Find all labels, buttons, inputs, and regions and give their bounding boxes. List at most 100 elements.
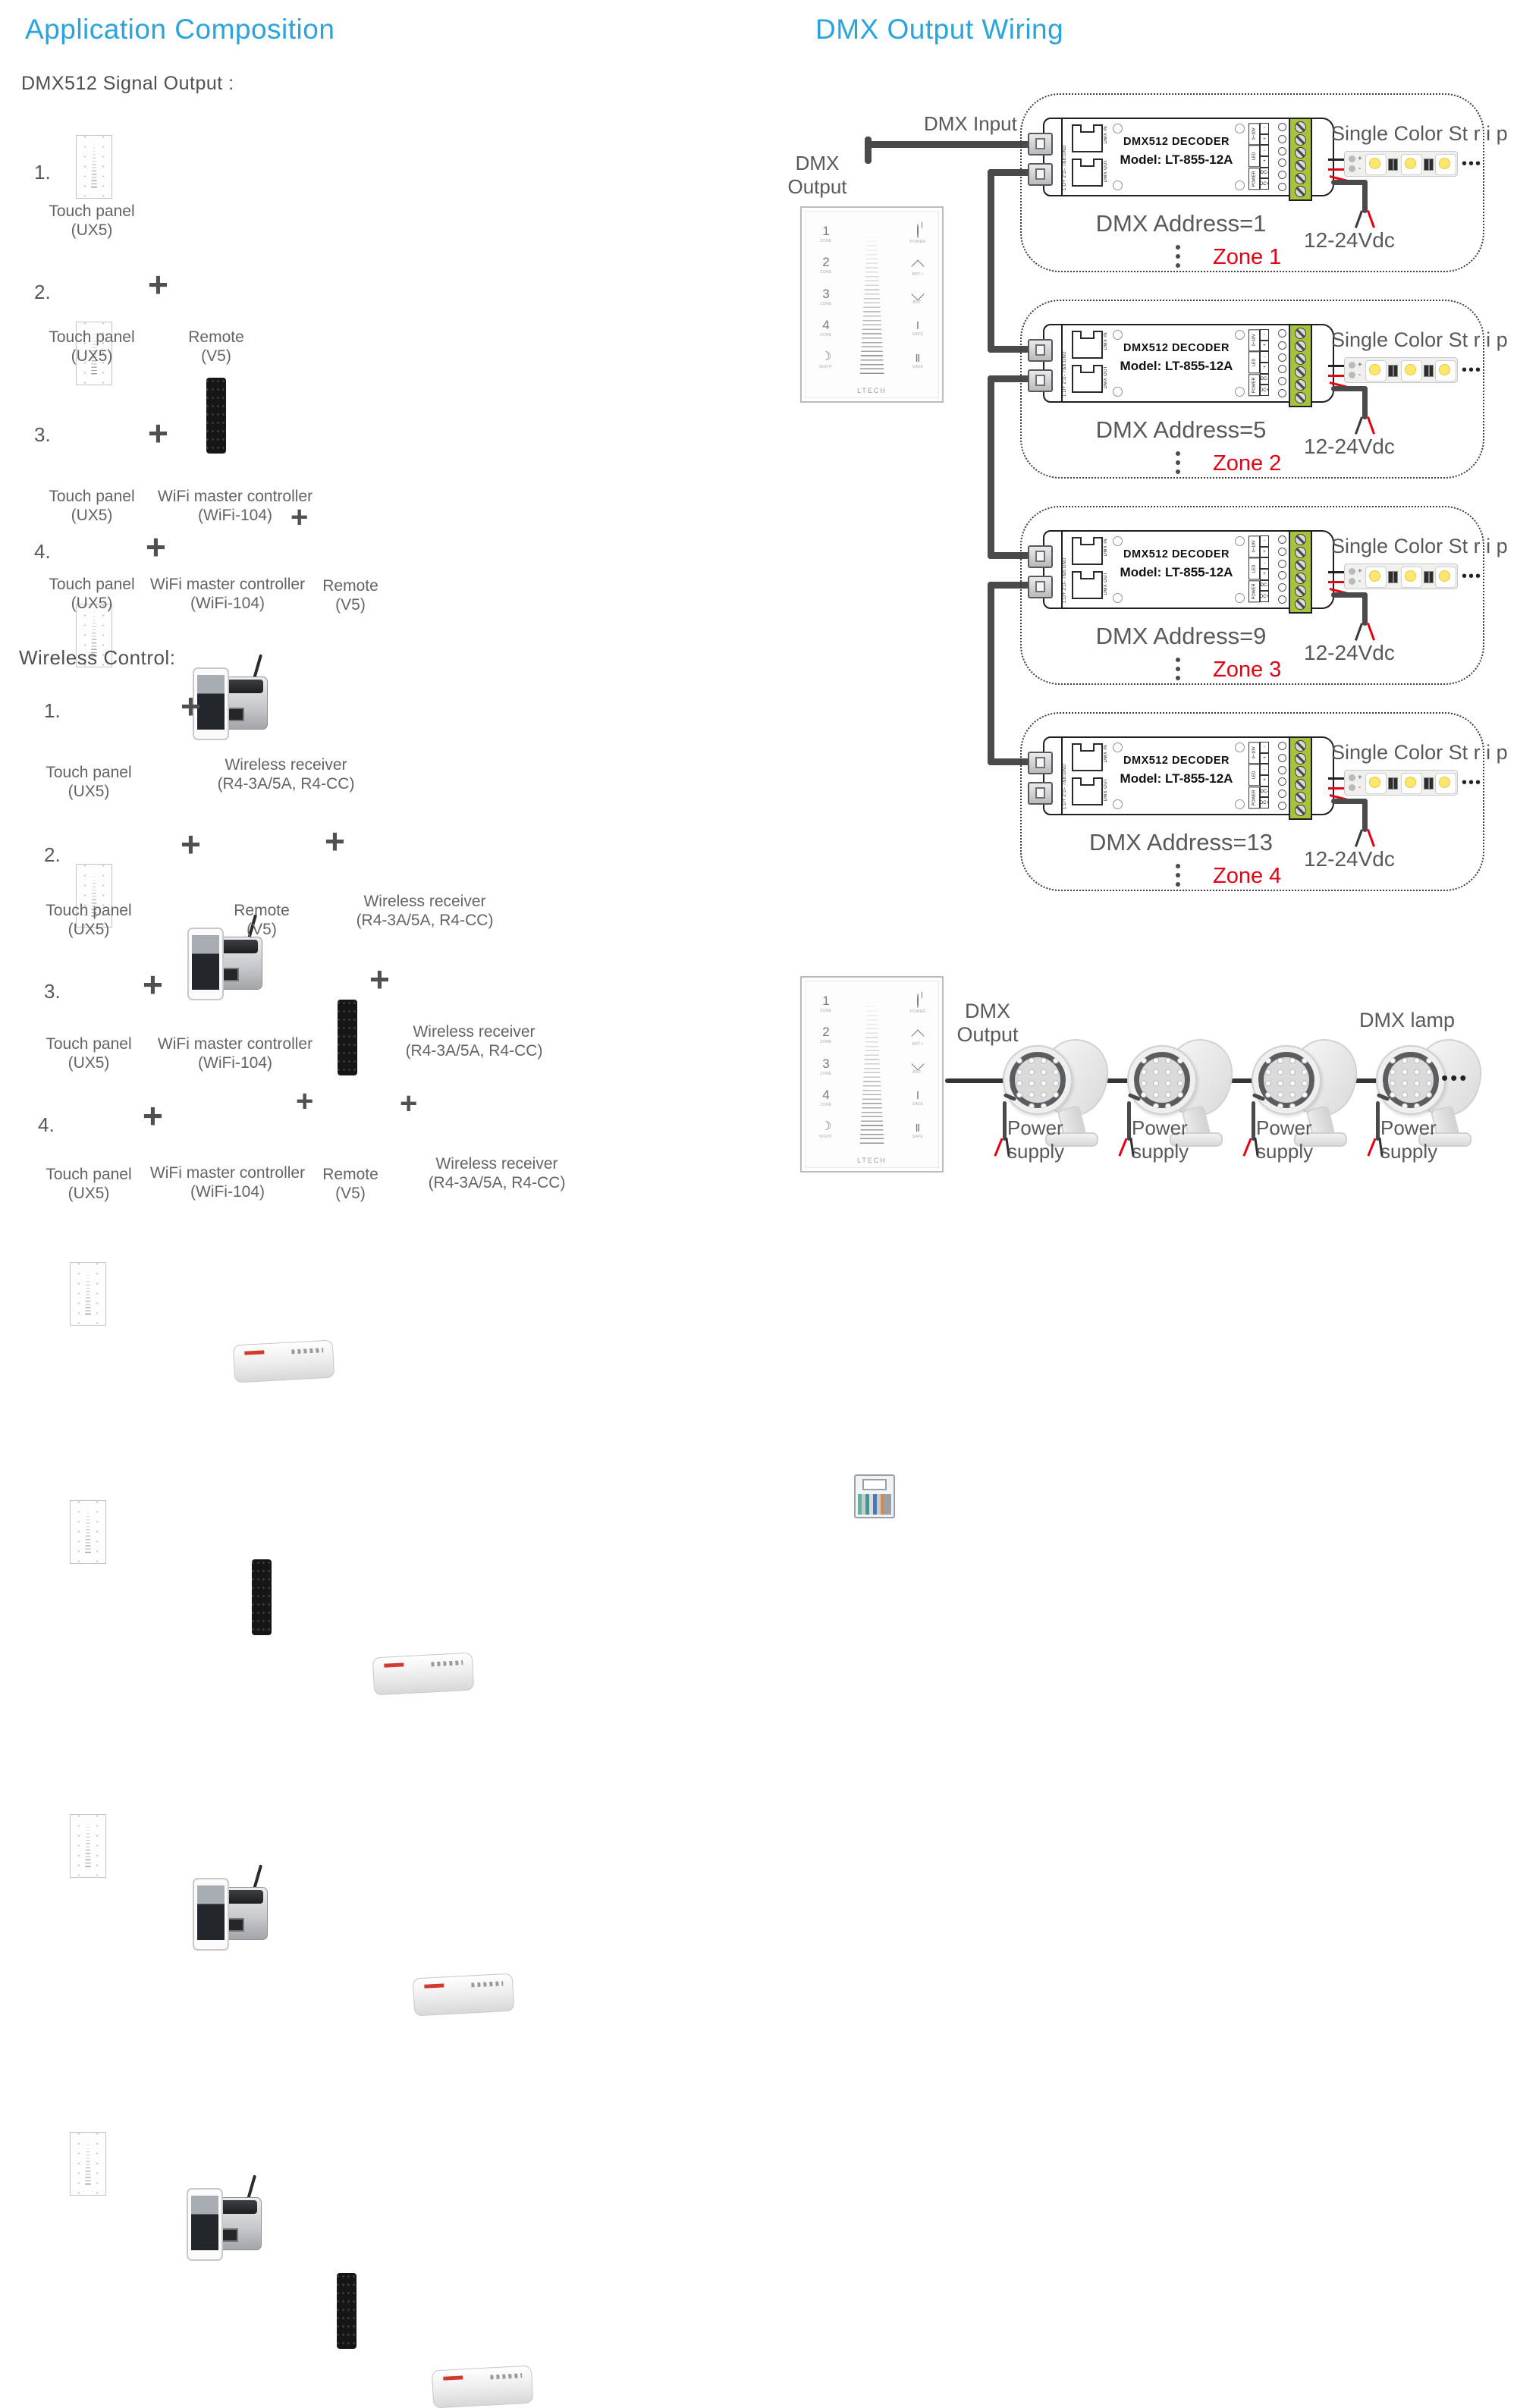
right-title: DMX Output Wiring (815, 14, 1064, 45)
led-chip (1365, 360, 1387, 381)
wifi-controller-label: WiFi master controller (WiFi-104) (137, 1163, 319, 1201)
t-cell: - (1260, 123, 1269, 134)
lamp-base (1294, 1132, 1347, 1147)
touch-panel-icon (76, 864, 112, 928)
label-line1: DMX (965, 1000, 1010, 1022)
power-cable (1362, 799, 1368, 832)
phone-icon (193, 1878, 229, 1951)
zone3-key[interactable]: 3 ZONE (820, 287, 832, 306)
signal-output-heading: DMX512 Signal Output : (21, 73, 234, 94)
dmx-out-plug (1028, 163, 1053, 186)
lamp-lens (1127, 1045, 1197, 1115)
daisy-wire (988, 375, 1030, 382)
zone3-key[interactable]: 3 ZONE (820, 1057, 832, 1076)
brightness-down-key[interactable]: BRT- (911, 287, 925, 305)
led-array (1383, 1052, 1439, 1108)
t-label: POWER (1248, 579, 1260, 602)
terminal-labels: 0~10V - + LED - + POWER DC- DC+ (1248, 123, 1269, 190)
key-glyph: 3 (822, 286, 830, 301)
key-glyph: 2 (822, 255, 830, 270)
label-line1: WiFi master controller (157, 488, 313, 505)
zone4-box: 1:D+ 2:D- 7&8:GND DMX IN DMX OUT DMX512 … (1020, 712, 1508, 891)
dmx-lamp (1367, 1031, 1490, 1157)
touch-panel-icon (70, 1262, 106, 1326)
power-lead-red (1366, 210, 1375, 228)
screw-icon (1235, 593, 1245, 603)
zone1-key[interactable]: 1 ZONE (820, 224, 832, 243)
label-line1: Remote (188, 328, 244, 346)
ltech-logo: LTECH (857, 1157, 887, 1164)
t-label: LED (1248, 764, 1260, 786)
daisy-wire (988, 758, 1030, 765)
decoder-model: Model: LT-855-12A (1120, 359, 1233, 373)
key-sub: BRT+ (912, 1041, 924, 1047)
night-key[interactable]: ☾ NIGHT (819, 1119, 833, 1139)
remote-label: Remote (V5) (178, 901, 345, 939)
chevron-down-icon (911, 1057, 925, 1070)
touch-panel-label: Touch panel (UX5) (5, 1034, 172, 1072)
led-strip: + - (1344, 151, 1458, 177)
cable (1127, 1101, 1131, 1141)
plus-sign: + (296, 1085, 314, 1118)
save1-key[interactable]: Ⅰ SAVE (912, 1090, 924, 1107)
strip-label: Single Color St r i p (1331, 741, 1508, 764)
t-label: 0~10V (1248, 742, 1260, 764)
zone2-key[interactable]: 2 ZONE (820, 1025, 832, 1044)
remote-icon (252, 1559, 272, 1635)
screw-icon (1235, 742, 1245, 752)
brightness-up-key[interactable]: BRT+ (911, 1029, 925, 1047)
save2-key[interactable]: Ⅱ SAVE (912, 353, 924, 369)
dmx-in-plug (1028, 752, 1053, 774)
brightness-down-key[interactable]: BRT- (911, 1057, 925, 1075)
power-key[interactable]: POWER (910, 224, 926, 244)
item-number: 2. (44, 843, 61, 866)
strip-wire-minus (1328, 787, 1348, 790)
brightness-up-key[interactable]: BRT+ (911, 259, 925, 277)
zone4-key[interactable]: 4 ZONE (820, 319, 832, 337)
touch-panel-label: Touch panel (UX5) (8, 202, 175, 240)
brightness-slider[interactable] (859, 228, 884, 375)
label-line1: Power (1380, 1116, 1437, 1139)
terminal-screw-icon (1295, 805, 1306, 816)
chevron-up-icon (911, 259, 925, 273)
key-sub: BRT- (912, 300, 923, 305)
label-line2: supply (1007, 1140, 1065, 1163)
ltech-logo: LTECH (857, 387, 887, 394)
lamp-lens (1376, 1045, 1446, 1115)
zone-name: Zone 2 (1213, 451, 1282, 476)
voltage-label: 12-24Vdc (1304, 847, 1395, 871)
wifi-master-controller-icon (190, 654, 269, 742)
power-key[interactable]: POWER (910, 994, 926, 1014)
zone1-key[interactable]: 1 ZONE (820, 994, 832, 1013)
label-line1: Wireless receiver (363, 893, 486, 910)
voltage-label: 12-24Vdc (1304, 228, 1395, 252)
power-supply-label: Power supply (1132, 1116, 1189, 1163)
power-pigtail (1242, 1098, 1273, 1163)
terminal-screw-icon (1295, 121, 1306, 133)
daisy-wire (988, 346, 1030, 353)
screw-icon (1113, 181, 1123, 190)
phone-icon (193, 667, 229, 740)
voltage-label: 12-24Vdc (1304, 641, 1395, 664)
night-key[interactable]: ☾ NIGHT (819, 350, 833, 369)
key-sub: SAVE (912, 365, 924, 369)
zone4-key[interactable]: 4 ZONE (820, 1088, 832, 1107)
decoder-model: Model: LT-855-12A (1120, 565, 1233, 579)
key-sub: ZONE (820, 239, 832, 243)
save2-key[interactable]: Ⅱ SAVE (912, 1122, 924, 1139)
t-cell: - (1260, 329, 1269, 341)
key-sub: BRT+ (912, 272, 924, 277)
label-line1: Wireless receiver (435, 1155, 558, 1173)
label-line1: WiFi master controller (149, 1164, 306, 1182)
led-chip (1401, 567, 1422, 588)
t-cell: DC+ (1260, 591, 1269, 602)
brightness-slider[interactable] (859, 997, 884, 1144)
label-line1: Remote (234, 902, 290, 919)
terminal-screw-icon (1295, 560, 1306, 571)
t-label: 0~10V (1248, 123, 1260, 146)
plus-mark: + (1358, 567, 1362, 576)
save1-key[interactable]: Ⅰ SAVE (912, 320, 924, 337)
terminal-screw-icon (1295, 779, 1306, 790)
zone2-key[interactable]: 2 ZONE (820, 256, 832, 275)
t-cell: - (1260, 764, 1269, 775)
